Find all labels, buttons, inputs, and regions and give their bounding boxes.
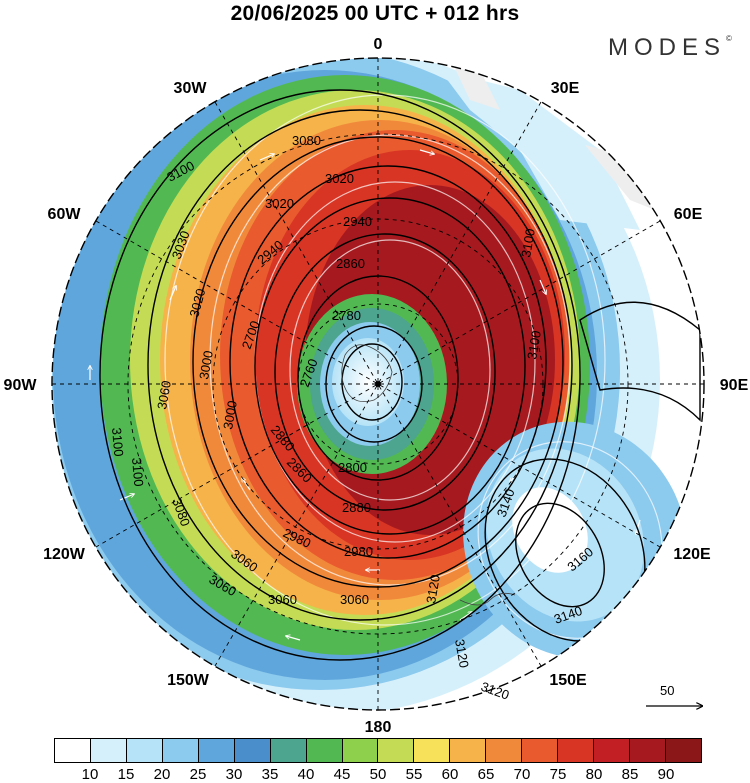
colorbar-tick-label: 10: [81, 766, 99, 783]
colorbar-swatch: [450, 739, 487, 762]
contour-label: 3060: [268, 592, 297, 607]
contour-label: 2860: [336, 256, 365, 271]
reference-vector-label: 50: [660, 683, 675, 698]
lon-label-150e: 150E: [549, 672, 587, 689]
lon-label-120e: 120E: [673, 546, 711, 563]
colorbar-swatch: [198, 739, 235, 762]
colorbar-swatch: [55, 739, 91, 762]
contour-label: 3020: [265, 196, 294, 211]
colorbar-swatch: [558, 739, 595, 762]
contour-label: 2940: [343, 214, 372, 229]
colorbar-swatch: [378, 739, 415, 762]
contour-label: 3100: [518, 227, 538, 258]
lon-label-60e: 60E: [674, 206, 703, 223]
colorbar-tick-label: 85: [621, 766, 639, 783]
colorbar-swatch: [270, 739, 307, 762]
contour-label: 2780: [332, 308, 361, 323]
colorbar-swatch: [486, 739, 523, 762]
pole-marker: [375, 381, 381, 387]
colorbar-swatch: [342, 739, 379, 762]
contour-label: 3060: [154, 379, 174, 410]
lon-label-180: 180: [365, 719, 392, 735]
colorbar-swatch: [594, 739, 630, 762]
graticule: [52, 58, 704, 710]
colorbar-tick-label: 15: [117, 766, 135, 783]
colorbar-tick-label: 30: [225, 766, 243, 783]
colorbar-swatch: [126, 739, 163, 762]
lon-label-30w: 30W: [174, 80, 208, 97]
contour-label: 3020: [325, 171, 354, 186]
longitude-labels: 0 30E 60E 90E 120E 150E 180 150W 120W 90…: [4, 36, 749, 735]
lon-label-30e: 30E: [551, 80, 580, 97]
colorbar-tick-label: 70: [513, 766, 531, 783]
colorbar-tick-label: 45: [333, 766, 351, 783]
polar-map: 3080 3100 3020 3020 2940 2860 2780 2760 …: [4, 36, 749, 735]
lon-label-90w: 90W: [4, 377, 38, 394]
colorbar-swatch: [414, 739, 451, 762]
map-boundary: [51, 57, 705, 711]
map-title: 20/06/2025 00 UTC + 012 hrs: [230, 2, 520, 25]
lon-label-150w: 150W: [167, 672, 210, 689]
brand-logo: MODES©: [608, 34, 732, 61]
contour-label: 3100: [524, 329, 544, 360]
wind-speed-field: [52, 58, 704, 710]
colorbar-tick-label: 60: [441, 766, 459, 783]
contour-label: 3060: [340, 592, 369, 607]
colorbar-tick-label: 65: [477, 766, 495, 783]
contour-label: 3100: [129, 457, 146, 487]
colorbar-swatch: [90, 739, 127, 762]
colorbar: [54, 738, 702, 763]
contour-label: 3100: [109, 427, 126, 457]
colorbar-tick-label: 80: [585, 766, 603, 783]
contour-label: 3000: [196, 349, 216, 380]
colorbar-swatch: [522, 739, 559, 762]
contour-label: 3120: [423, 573, 443, 604]
lon-label-90e: 90E: [720, 377, 749, 394]
colorbar-tick-label: 25: [189, 766, 207, 783]
colorbar-swatch: [665, 739, 701, 762]
colorbar-swatch: [630, 739, 666, 762]
colorbar-swatch: [234, 739, 271, 762]
contour-label: 3020: [186, 287, 208, 319]
contour-label: 3120: [452, 638, 472, 669]
lon-label-0: 0: [374, 36, 383, 53]
colorbar-tick-label: 75: [549, 766, 567, 783]
lon-label-120w: 120W: [43, 546, 86, 563]
colorbar-tick-label: 55: [405, 766, 423, 783]
colorbar-tick-label: 20: [153, 766, 171, 783]
colorbar-tick-label: 40: [297, 766, 315, 783]
contour-label: 2980: [344, 544, 373, 559]
colorbar-tick-label: 90: [657, 766, 675, 783]
contour-label: 3000: [220, 399, 240, 430]
lon-label-60w: 60W: [48, 206, 82, 223]
colorbar-tick-label: 50: [369, 766, 387, 783]
colorbar-swatch: [306, 739, 343, 762]
contour-label: 3080: [292, 133, 321, 148]
colorbar-swatch: [162, 739, 199, 762]
contour-label: 2880: [342, 500, 371, 515]
colorbar-ticks: 10 15 20 25 30 35 40 45 50 55 60 65 70 75 80 85 90: [0, 766, 750, 783]
colorbar-tick-label: 35: [261, 766, 279, 783]
contour-label-group: 3080 3100 3020 3020 2940 2860 2780 2760 …: [109, 133, 596, 703]
contour-label: 2800: [338, 460, 367, 475]
